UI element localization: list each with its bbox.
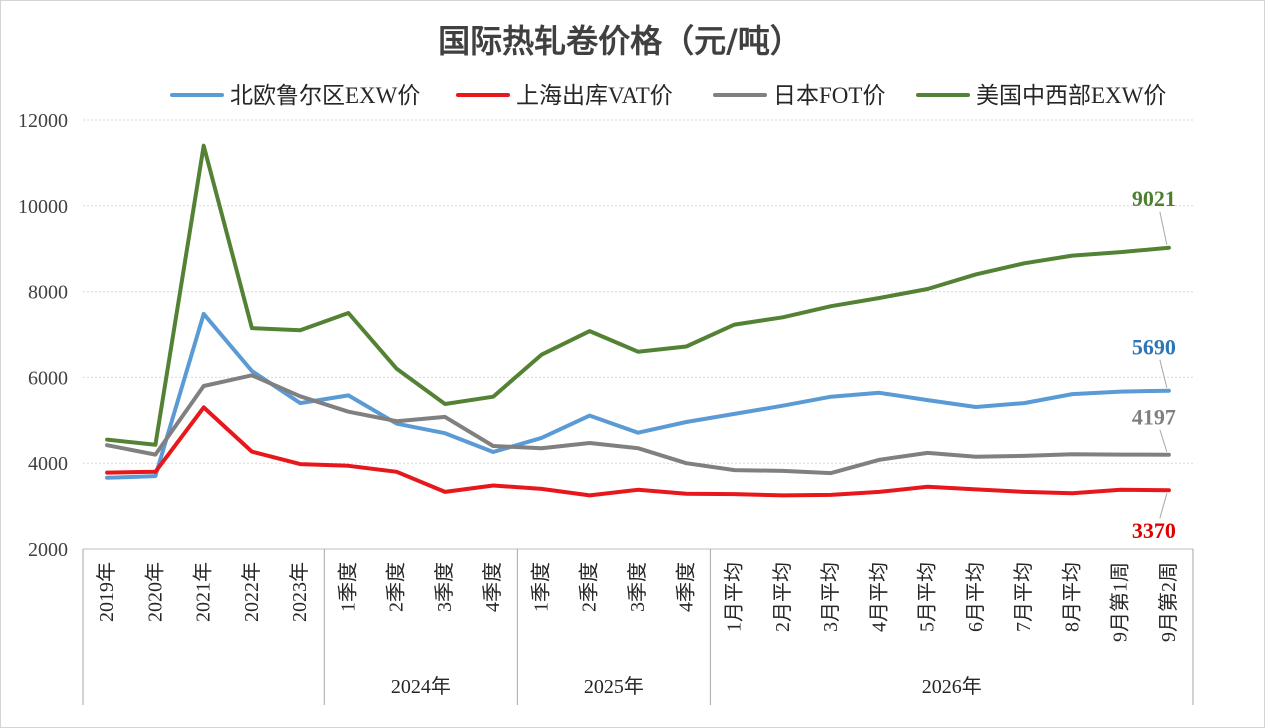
x-tick-label: 2021年 (192, 562, 215, 622)
series-line (105, 373, 1171, 476)
x-tick-label: 5月平均 (916, 562, 939, 632)
x-tick-label: 9月第1周 (1109, 562, 1132, 642)
x-tick-label: 2019年 (95, 562, 118, 622)
y-tick-label: 10000 (18, 196, 68, 218)
x-tick-label: 2020年 (143, 562, 166, 622)
x-tick-label: 1季度 (529, 562, 552, 612)
data-label-end: 5690 (1132, 335, 1176, 360)
data-label-end: 3370 (1132, 518, 1176, 543)
x-tick-label: 1月平均 (723, 562, 746, 632)
legend-label: 美国中西部EXW价 (976, 83, 1166, 108)
axes: 2000 4000 6000 8000 10000 12000 2019年 2020年 2021… (18, 110, 1194, 705)
y-tick-label: 4000 (28, 453, 68, 475)
x-tick-label: 3季度 (433, 562, 456, 612)
series-line (105, 311, 1171, 480)
leader-line (1159, 359, 1168, 388)
data-label-end: 4197 (1132, 405, 1176, 430)
legend-item: 上海出库VAT价 (456, 83, 673, 108)
series-line (105, 405, 1171, 498)
data-label-end: 9021 (1132, 186, 1176, 211)
gridlines (83, 119, 1193, 464)
y-tick-label: 2000 (28, 539, 68, 561)
x-tick-label: 2季度 (578, 562, 601, 612)
x-tick-label: 4季度 (674, 562, 697, 612)
series-line (105, 143, 1171, 447)
data-labels: 5690 3370 4197 9021 (1132, 186, 1176, 543)
y-tick-label: 6000 (28, 367, 68, 389)
x-tick-label: 4月平均 (867, 562, 890, 632)
legend-label: 上海出库VAT价 (516, 83, 673, 108)
leader-line (1159, 211, 1168, 245)
legend-item: 美国中西部EXW价 (916, 83, 1166, 108)
legend-item: 北欧鲁尔区EXW价 (170, 83, 420, 108)
series-lines (105, 143, 1171, 498)
legend-label: 日本FOT价 (773, 83, 885, 108)
legend-label: 北欧鲁尔区EXW价 (230, 83, 420, 108)
leader-line (1159, 429, 1168, 452)
x-tick-label: 3月平均 (819, 562, 842, 632)
legend-item: 日本FOT价 (713, 83, 885, 108)
x-group-label: 2026年 (922, 675, 982, 698)
legend: 北欧鲁尔区EXW价 上海出库VAT价 日本FOT价 美国中西部EXW价 (170, 83, 1166, 108)
x-tick-label: 2月平均 (771, 562, 794, 632)
x-tick-label: 8月平均 (1060, 562, 1083, 632)
x-tick-label: 6月平均 (964, 562, 987, 632)
x-tick-label: 2季度 (385, 562, 408, 612)
x-tick-label: 2023年 (288, 562, 311, 622)
x-tick-label: 2022年 (240, 562, 263, 622)
x-tick-label: 1季度 (336, 562, 359, 612)
x-group-label: 2025年 (584, 675, 644, 698)
x-tick-label: 9月第2周 (1157, 562, 1180, 642)
x-tick-label: 3季度 (626, 562, 649, 612)
x-tick-label: 4季度 (481, 562, 504, 612)
x-tick-label: 7月平均 (1012, 562, 1035, 632)
x-group-label: 2024年 (391, 675, 451, 698)
y-tick-label: 8000 (28, 282, 68, 304)
y-tick-label: 12000 (18, 110, 68, 132)
chart-title: 国际热轧卷价格（元/吨） (438, 22, 802, 60)
leader-line (1159, 493, 1168, 519)
